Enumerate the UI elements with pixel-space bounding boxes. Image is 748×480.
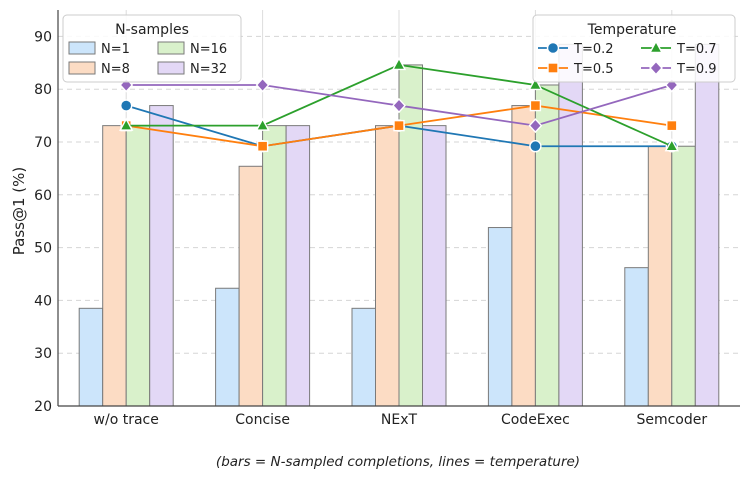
line-legend-marker bbox=[547, 62, 559, 74]
bar-legend: N-samples N=1 N=8 N=16 N=32 bbox=[62, 14, 242, 83]
line-legend-label: T=0.2 bbox=[573, 42, 614, 57]
bar-n32-1 bbox=[285, 125, 311, 407]
marker-t05-3 bbox=[529, 99, 542, 112]
y-tick-label: 70 bbox=[34, 135, 52, 151]
bar-legend-frame bbox=[62, 14, 242, 83]
y-tick-label: 30 bbox=[34, 346, 52, 362]
bar-n1-1 bbox=[215, 287, 240, 407]
x-tick-label: Semcoder bbox=[636, 412, 707, 428]
bar-n1-2 bbox=[351, 307, 376, 407]
line-legend-title: Temperature bbox=[587, 22, 677, 38]
line-legend-marker bbox=[649, 60, 663, 76]
bar-n1-0 bbox=[78, 307, 104, 407]
line-legend-label: T=0.9 bbox=[676, 62, 717, 77]
bar-legend-swatch bbox=[68, 61, 96, 75]
line-legend-marker bbox=[546, 41, 560, 55]
bar-legend-swatch bbox=[68, 41, 96, 55]
bar-n32-2 bbox=[422, 125, 447, 407]
marker-t07-1 bbox=[255, 117, 270, 131]
y-tick-label: 40 bbox=[34, 293, 52, 309]
bar-n8-4 bbox=[647, 145, 673, 407]
lines-layer bbox=[119, 56, 679, 153]
marker-t05-1 bbox=[256, 140, 269, 152]
marker-t07-4 bbox=[664, 138, 679, 152]
marker-t02-0 bbox=[119, 99, 133, 112]
marker-t05-4 bbox=[666, 119, 678, 132]
bar-legend-title: N-samples bbox=[115, 22, 189, 38]
bar-n1-3 bbox=[487, 227, 513, 407]
ticks-layer: 20 30 40 50 60 70 80 90 w/o trace Concise NExT Code… bbox=[34, 29, 707, 428]
bar-n32-0 bbox=[149, 105, 174, 407]
y-tick-label: 50 bbox=[34, 241, 52, 257]
bar-n1-4 bbox=[624, 267, 649, 407]
bar-n8-1 bbox=[238, 165, 264, 407]
line-legend-label: T=0.7 bbox=[676, 42, 717, 57]
bar-legend-items: N=1 N=8 N=16 N=32 bbox=[68, 41, 227, 77]
bar-n8-0 bbox=[102, 125, 127, 407]
chart-caption: (bars = N-sampled completions, lines = t… bbox=[216, 454, 580, 470]
bar-n32-4 bbox=[694, 43, 720, 407]
bar-n16-4 bbox=[671, 145, 696, 407]
marker-t07-0 bbox=[119, 117, 134, 131]
bar-n16-0 bbox=[125, 125, 151, 407]
line-legend-items: T=0.2 T=0.5 T=0.7 T=0.9 bbox=[538, 40, 717, 77]
axes-layer bbox=[57, 10, 740, 407]
marker-t05-2 bbox=[393, 119, 405, 132]
line-legend: Temperature T=0.2 T=0.5 T=0.7 T=0.9 bbox=[532, 14, 736, 83]
bars-layer bbox=[78, 43, 720, 407]
x-tick-label: Concise bbox=[235, 412, 290, 428]
marker-t09-3 bbox=[528, 118, 543, 134]
y-tick-label: 80 bbox=[34, 82, 52, 98]
bar-legend-swatch bbox=[157, 61, 185, 75]
bar-legend-label: N=16 bbox=[190, 42, 227, 57]
line-legend-label: T=0.5 bbox=[573, 62, 614, 77]
y-tick-label: 20 bbox=[34, 399, 52, 415]
y-axis-title: Pass@1 (%) bbox=[10, 167, 28, 255]
line-legend-marker bbox=[648, 40, 664, 54]
y-tick-label: 90 bbox=[34, 29, 52, 45]
bar-n16-1 bbox=[262, 125, 287, 407]
bar-legend-label: N=8 bbox=[101, 62, 130, 77]
x-tick-label: NExT bbox=[381, 412, 418, 428]
bar-legend-swatch bbox=[157, 41, 185, 55]
marker-t09-1 bbox=[255, 77, 270, 93]
line-legend-frame bbox=[532, 14, 736, 83]
marker-t02-3 bbox=[529, 140, 542, 153]
marker-t09-2 bbox=[392, 98, 406, 114]
bar-legend-label: N=32 bbox=[190, 62, 227, 77]
bar-n8-2 bbox=[375, 125, 400, 407]
bar-n16-2 bbox=[398, 64, 423, 407]
x-tick-label: w/o trace bbox=[94, 412, 159, 428]
marker-t07-2 bbox=[391, 56, 407, 71]
bar-n16-3 bbox=[534, 84, 560, 407]
marker-t07-3 bbox=[528, 77, 543, 91]
bar-legend-label: N=1 bbox=[101, 42, 130, 57]
x-tick-label: CodeExec bbox=[501, 412, 570, 428]
y-tick-label: 60 bbox=[34, 188, 52, 204]
bar-n32-3 bbox=[558, 43, 583, 407]
